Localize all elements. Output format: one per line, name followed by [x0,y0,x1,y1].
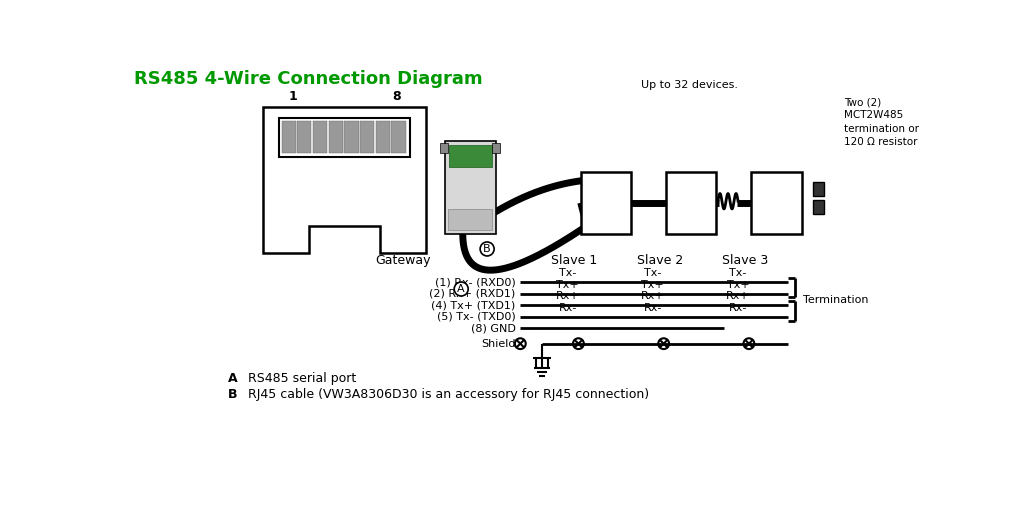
Bar [313,121,327,154]
Text: (5) Tx- (TXD0): (5) Tx- (TXD0) [437,312,516,322]
Text: Slave 1: Slave 1 [551,253,598,267]
Text: Rx+: Rx+ [727,291,750,301]
Bar [360,121,374,154]
Text: Termination: Termination [803,295,868,305]
Text: RS485 4-Wire Connection Diagram: RS485 4-Wire Connection Diagram [133,70,482,89]
Text: Slave 2: Slave 2 [637,253,683,267]
Text: Two (2)
MCT2W485
termination or
120 Ω resistor: Two (2) MCT2W485 termination or 120 Ω re… [845,97,919,147]
Bar [376,121,390,154]
Bar [391,121,406,154]
Text: Tx+: Tx+ [727,280,749,290]
Text: B: B [483,244,491,254]
Bar [278,118,411,157]
Bar [298,121,312,154]
Bar [445,141,495,234]
Bar [813,201,824,214]
Text: Tx-: Tx- [558,268,577,278]
Bar [281,121,296,154]
Bar [666,172,716,234]
Text: B: B [228,388,237,401]
Bar [581,172,631,234]
Text: Rx+: Rx+ [555,291,580,301]
Bar [329,121,342,154]
Bar [440,144,448,153]
Text: 8: 8 [392,91,400,103]
Text: 1: 1 [288,91,297,103]
Bar [813,182,824,196]
Text: Shield: Shield [481,338,516,349]
Bar [344,121,359,154]
Bar [449,145,491,166]
Text: RJ45 cable (VW3A8306D30 is an accessory for RJ45 connection): RJ45 cable (VW3A8306D30 is an accessory … [248,388,649,401]
Text: Tx+: Tx+ [556,280,579,290]
Text: A: A [228,372,237,385]
Text: Rx+: Rx+ [641,291,664,301]
Text: A: A [458,284,465,294]
Bar [751,172,802,234]
Text: (2) Rx+ (RXD1): (2) Rx+ (RXD1) [429,289,516,299]
Bar [448,209,492,231]
Text: Rx-: Rx- [644,303,662,313]
Text: Rx-: Rx- [729,303,747,313]
Text: Tx-: Tx- [644,268,661,278]
Text: Tx+: Tx+ [641,280,664,290]
Text: Slave 3: Slave 3 [721,253,768,267]
Bar [492,144,500,153]
Text: (8) GND: (8) GND [471,323,516,333]
Text: Up to 32 devices.: Up to 32 devices. [641,79,738,90]
Text: Gateway: Gateway [375,253,430,267]
Text: (1) Rx- (RXD0): (1) Rx- (RXD0) [435,277,516,287]
Text: (4) Tx+ (TXD1): (4) Tx+ (TXD1) [431,300,516,310]
Text: Rx-: Rx- [558,303,577,313]
Text: RS485 serial port: RS485 serial port [248,372,356,385]
Text: Tx-: Tx- [730,268,747,278]
